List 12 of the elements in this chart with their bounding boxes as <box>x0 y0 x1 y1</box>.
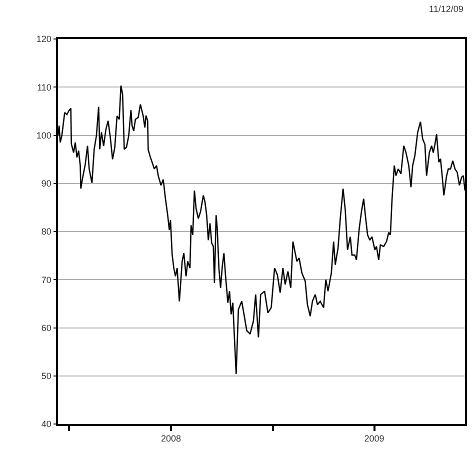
text: 11/12/09 <box>429 4 464 14</box>
y-tick-label: 60 <box>41 322 52 333</box>
y-tick-label: 40 <box>41 419 52 430</box>
y-tick-label: 90 <box>41 178 52 189</box>
y-tick-label: 80 <box>41 226 52 237</box>
y-tick-label: 70 <box>41 274 52 285</box>
x-tick-label: 2009 <box>364 434 384 444</box>
x-tick-label: 2008 <box>161 434 182 444</box>
y-tick-label: 50 <box>41 371 52 382</box>
y-tick-label: 120 <box>36 34 52 44</box>
y-tick-label: 100 <box>36 130 52 140</box>
y-tick-label: 110 <box>37 82 52 92</box>
